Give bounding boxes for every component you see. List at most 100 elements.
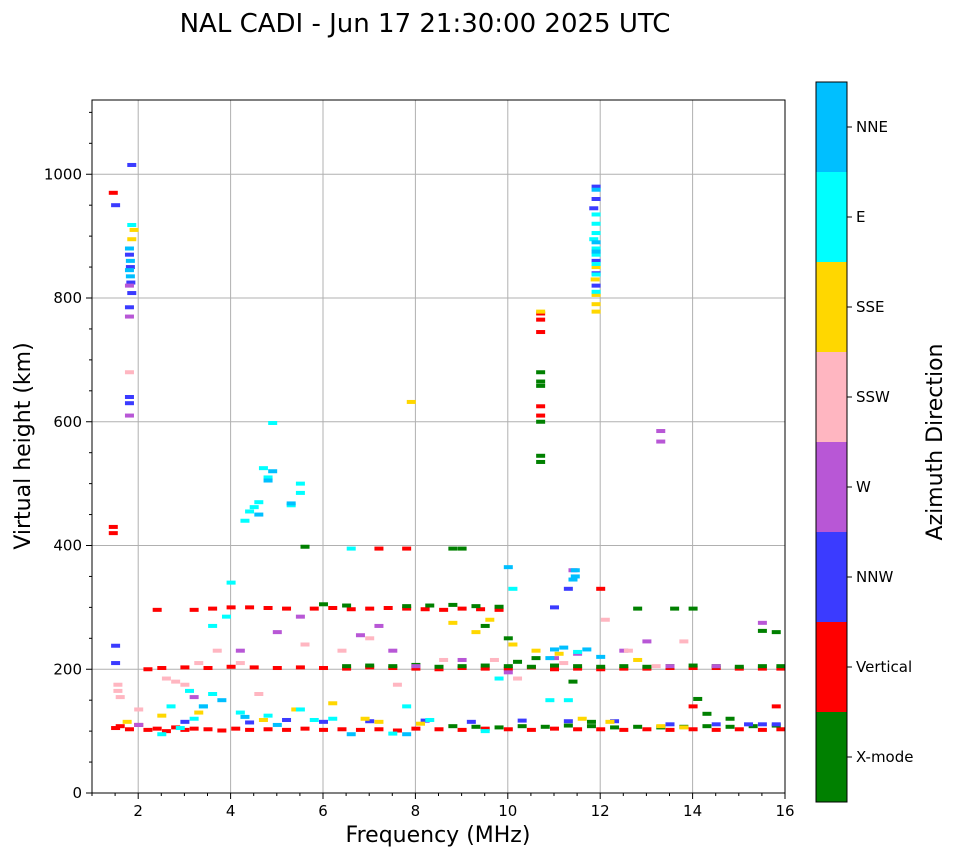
data-point-vertical	[596, 586, 606, 591]
data-point-vertical	[434, 667, 444, 672]
data-point-vertical	[434, 727, 444, 732]
data-point-e	[254, 500, 264, 505]
data-point-nnw	[591, 258, 601, 263]
data-point-nnw	[591, 283, 601, 288]
data-point-vertical	[328, 605, 338, 610]
data-point-vertical	[457, 727, 467, 732]
data-point-x-mode	[702, 711, 712, 716]
data-point-w	[757, 620, 767, 625]
data-point-nne	[402, 732, 412, 737]
data-point-w	[550, 656, 559, 661]
data-point-x-mode	[425, 603, 435, 608]
data-point-e	[328, 716, 338, 721]
data-point-nnw	[124, 305, 134, 310]
data-point-e	[157, 732, 167, 737]
data-point-w	[272, 630, 282, 635]
data-point-w	[124, 283, 134, 288]
data-point-nnw	[245, 720, 255, 725]
data-point-vertical	[596, 727, 606, 732]
data-point-w	[411, 664, 421, 669]
data-point-vertical	[596, 667, 606, 672]
data-point-x-mode	[300, 544, 310, 549]
data-point-e	[591, 272, 601, 277]
data-point-ssw	[235, 661, 245, 666]
data-point-vertical	[536, 413, 546, 418]
data-point-e	[208, 692, 218, 696]
data-point-e	[591, 221, 601, 226]
data-point-x-mode	[536, 383, 546, 388]
data-point-ssw	[513, 676, 523, 681]
data-point-nnw	[111, 643, 121, 648]
data-point-e	[175, 726, 185, 731]
data-point-nnw	[757, 722, 767, 727]
data-point-vertical	[124, 727, 134, 732]
data-point-vertical	[355, 727, 365, 732]
data-point-nne	[591, 240, 601, 245]
data-point-vertical	[642, 727, 652, 732]
data-point-x-mode	[434, 664, 444, 669]
data-point-sse	[656, 724, 666, 729]
data-point-nne	[272, 722, 282, 727]
data-point-vertical	[180, 727, 190, 732]
data-point-e	[494, 676, 504, 681]
data-point-vertical	[392, 728, 402, 733]
data-point-vertical	[342, 666, 352, 671]
data-point-e	[127, 222, 137, 227]
data-point-vertical	[115, 724, 125, 729]
data-point-vertical	[365, 606, 375, 611]
data-point-e	[508, 586, 518, 591]
data-point-w	[124, 314, 134, 319]
data-point-nnw	[319, 719, 328, 724]
data-point-vertical	[757, 727, 767, 732]
data-point-x-mode	[342, 664, 352, 669]
colorbar-segment	[816, 442, 847, 532]
x-tick-label: 2	[133, 802, 143, 820]
data-point-e	[226, 580, 236, 585]
data-point-vertical	[411, 666, 421, 671]
data-point-nnw	[563, 586, 573, 591]
data-point-w	[374, 623, 384, 628]
colorbar: X-mode Vertical NNW W SSW SSE E NNE	[815, 81, 913, 803]
data-point-vertical	[263, 727, 273, 732]
data-point-vertical	[157, 666, 167, 671]
data-point-ssw	[161, 676, 171, 681]
data-point-nne	[545, 656, 555, 661]
data-point-vertical	[480, 726, 490, 731]
data-point-vertical	[776, 727, 786, 732]
data-point-x-mode	[757, 664, 767, 669]
data-point-e	[388, 731, 398, 736]
y-tick-label: 800	[53, 289, 82, 307]
data-point-sse	[531, 648, 541, 653]
data-point-nne	[591, 187, 601, 192]
data-point-ssw	[439, 657, 449, 662]
data-point-vertical	[226, 664, 236, 669]
data-point-vertical	[249, 665, 259, 670]
data-point-e	[249, 505, 259, 510]
data-point-sse	[416, 721, 426, 726]
data-point-nne	[346, 732, 356, 737]
data-point-vertical	[374, 727, 384, 732]
data-point-x-mode	[688, 663, 698, 668]
data-point-x-mode	[596, 664, 606, 669]
data-point-x-mode	[725, 716, 735, 721]
data-point-ssw	[134, 707, 144, 712]
data-point-vertical	[337, 727, 347, 732]
data-point-e	[235, 710, 245, 715]
colorbar-segment	[816, 532, 847, 622]
data-point-e	[295, 707, 305, 712]
data-point-x-mode	[536, 379, 546, 384]
data-point-nnw	[589, 206, 599, 211]
data-point-nne	[124, 268, 134, 273]
data-point-e	[189, 716, 199, 721]
data-point-nne	[570, 574, 580, 579]
colorbar-tick-label: NNE	[856, 118, 888, 136]
data-point-vertical	[688, 666, 698, 671]
data-point-ssw	[180, 682, 190, 687]
data-point-nne	[263, 478, 273, 483]
y-tick-label: 600	[53, 413, 82, 431]
data-point-nne	[125, 258, 135, 263]
data-point-vertical	[411, 726, 421, 731]
data-point-sse	[360, 716, 370, 721]
data-point-sse	[129, 227, 139, 232]
colorbar-tick-label: SSW	[856, 388, 890, 406]
